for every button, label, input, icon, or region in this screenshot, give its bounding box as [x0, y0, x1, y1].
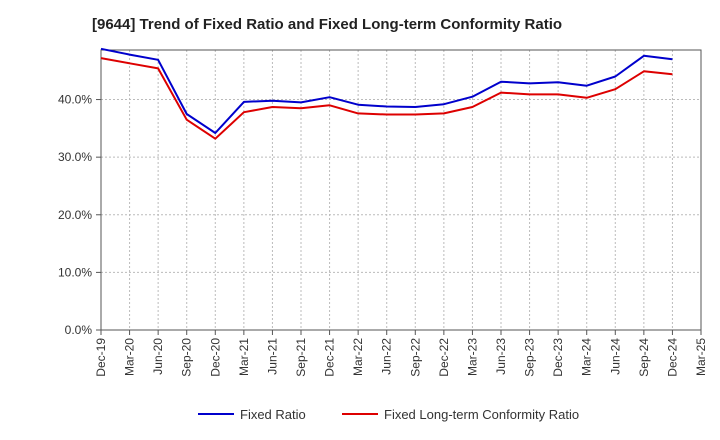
x-tick-label: Jun-23 — [494, 338, 508, 375]
x-tick-label: Jun-22 — [380, 338, 394, 375]
x-tick-label: Dec-19 — [94, 338, 108, 377]
x-tick-label: Mar-24 — [580, 338, 594, 376]
y-tick-label: 10.0% — [58, 265, 92, 279]
series-line-2 — [100, 57, 673, 140]
x-tick-label: Mar-23 — [465, 338, 479, 376]
x-tick-label: Dec-22 — [437, 338, 451, 377]
x-tick-label: Dec-20 — [208, 338, 222, 377]
x-tick-label: Dec-24 — [665, 338, 679, 377]
x-tick-label: Dec-23 — [551, 338, 565, 377]
y-tick-label: 40.0% — [58, 93, 92, 107]
x-tick-label: Mar-25 — [694, 338, 708, 376]
y-tick-label: 20.0% — [58, 208, 92, 222]
x-tick-label: Sep-22 — [408, 338, 422, 377]
series-line-1 — [100, 47, 673, 134]
legend-label-2: Fixed Long-term Conformity Ratio — [384, 407, 579, 422]
x-tick-label: Sep-20 — [180, 338, 194, 377]
y-tick-label: 0.0% — [65, 323, 93, 337]
y-tick-label: 30.0% — [58, 150, 92, 164]
x-tick-label: Mar-20 — [123, 338, 137, 376]
x-tick-label: Dec-21 — [323, 338, 337, 377]
x-tick-label: Jun-21 — [265, 338, 279, 375]
x-tick-label: Sep-23 — [523, 338, 537, 377]
x-tick-label: Mar-22 — [351, 338, 365, 376]
x-tick-label: Jun-20 — [151, 338, 165, 375]
legend-label-1: Fixed Ratio — [240, 407, 306, 422]
x-tick-label: Sep-24 — [637, 338, 651, 377]
chart-title: [9644] Trend of Fixed Ratio and Fixed Lo… — [92, 16, 563, 33]
x-tick-label: Mar-21 — [237, 338, 251, 376]
x-tick-label: Jun-24 — [608, 338, 622, 375]
plot-frame — [100, 49, 702, 331]
x-tick-label: Sep-21 — [294, 338, 308, 377]
